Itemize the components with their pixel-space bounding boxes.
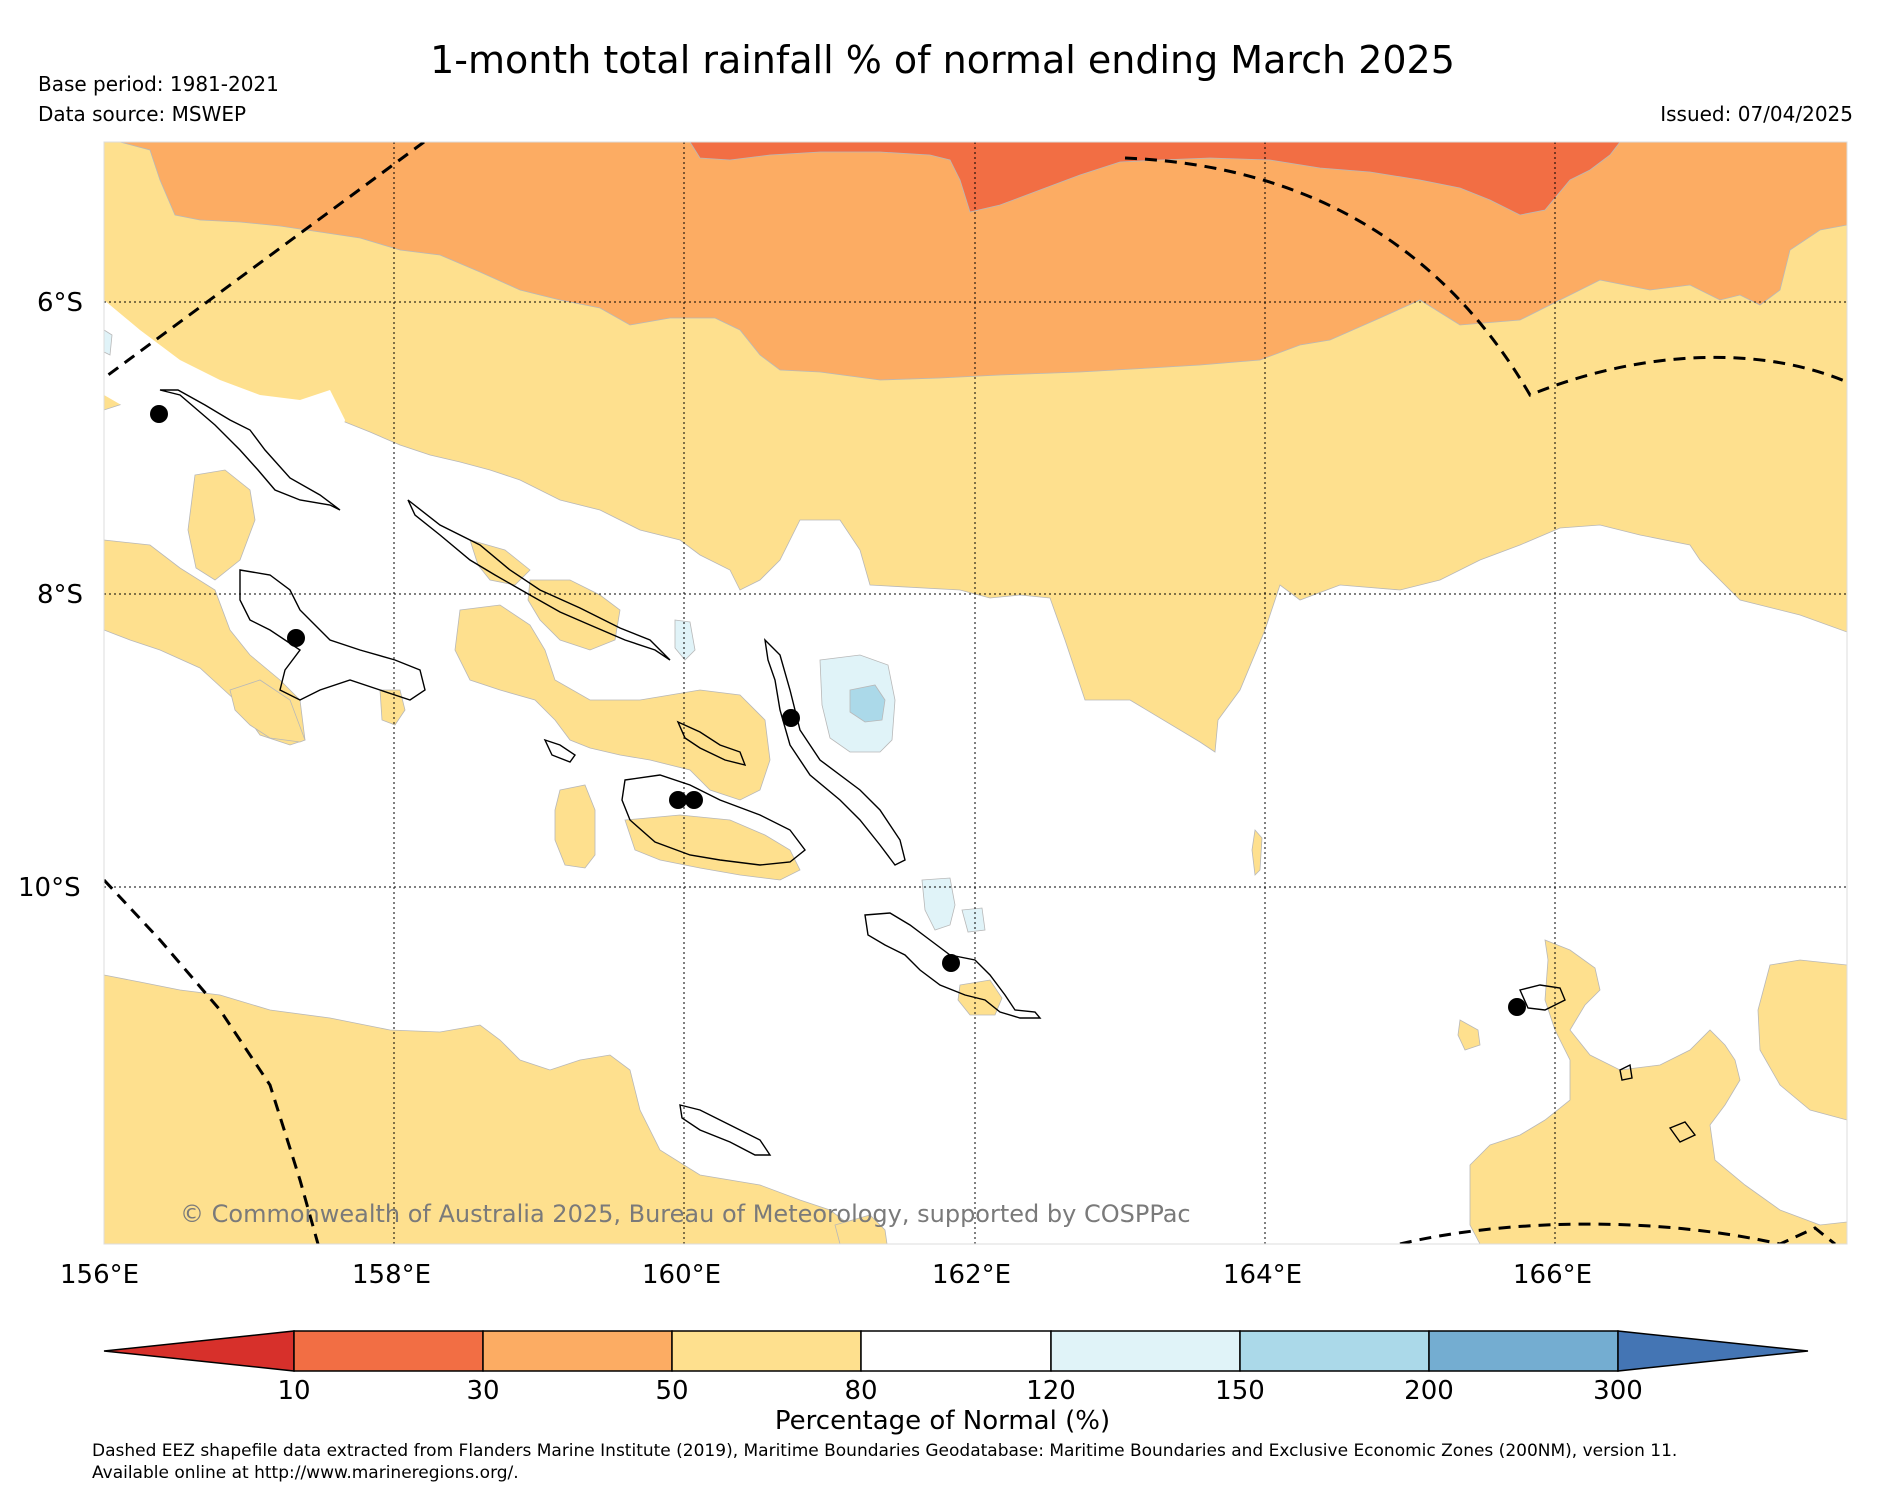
- longitude-label: 156°E: [60, 1260, 140, 1290]
- eez-boundary-line: [104, 142, 425, 380]
- longitude-label: 162°E: [932, 1260, 1012, 1290]
- colorbar-extend-low: [103, 1330, 295, 1372]
- longitude-label: 158°E: [352, 1260, 432, 1290]
- latitude-label: 8°S: [37, 580, 84, 610]
- footnote: Available online at http://www.marinereg…: [92, 1463, 519, 1483]
- below-normal-patch: [1251, 829, 1263, 876]
- colorbar-tick-label: 80: [844, 1376, 878, 1406]
- below-normal-patch: [379, 689, 406, 726]
- coastline-makira: [864, 912, 1042, 1019]
- coastline-florida-islands: [676, 720, 747, 767]
- colorbar-bin: [1428, 1330, 1619, 1372]
- colorbar-bin: [671, 1330, 862, 1372]
- above-normal-patch: [104, 329, 113, 356]
- station-marker: [150, 405, 168, 423]
- coastline-nendo: [1519, 984, 1566, 1011]
- well-below-normal-region-north: [119, 142, 1847, 381]
- above-normal-patch: [921, 877, 956, 931]
- latitude-label: 6°S: [37, 288, 84, 318]
- latitude-label: 10°S: [18, 873, 81, 903]
- below-normal-region-south: [104, 974, 871, 1244]
- colorbar-bin: [1050, 1330, 1241, 1372]
- issued-date-label: Issued: 07/04/2025: [1660, 102, 1853, 126]
- colorbar-tick-label: 150: [1215, 1376, 1265, 1406]
- well-above-normal-patch: [849, 684, 886, 723]
- eez-boundary-line: [1399, 1222, 1836, 1244]
- eez-boundaries: [104, 142, 1847, 1244]
- below-normal-patch: [624, 814, 801, 881]
- colorbar-tick-label: 50: [655, 1376, 689, 1406]
- data-source-label: Data source: MSWEP: [38, 102, 247, 126]
- chart-title: 1-month total rainfall % of normal endin…: [430, 38, 1455, 82]
- map-frame: [103, 141, 1848, 1245]
- below-normal-patch: [554, 784, 596, 869]
- station-marker: [685, 791, 703, 809]
- colorbar-bin: [482, 1330, 673, 1372]
- coastlines: [159, 389, 1697, 1156]
- copyright-notice: © Commonwealth of Australia 2025, Bureau…: [180, 1200, 1191, 1228]
- colorbar-extend-high: [1617, 1330, 1809, 1372]
- colorbar-tick-label: 10: [277, 1376, 311, 1406]
- coastline-choiseul: [407, 499, 671, 661]
- colorbar: [103, 1330, 1809, 1372]
- above-normal-patch: [674, 619, 696, 661]
- colorbar-tick-label: 200: [1404, 1376, 1454, 1406]
- station-marker: [669, 791, 687, 809]
- below-normal-patch: [1757, 959, 1847, 1121]
- map-field: [104, 142, 1847, 1244]
- longitude-label: 164°E: [1223, 1260, 1303, 1290]
- coastline-malaita: [763, 638, 906, 866]
- eez-boundary-line: [1124, 156, 1847, 397]
- coastline-new-georgia: [239, 569, 426, 701]
- below-normal-patch: [187, 469, 256, 581]
- longitude-label: 166°E: [1513, 1260, 1593, 1290]
- below-normal-region-southeast: [1469, 939, 1847, 1244]
- colorbar-bin: [1239, 1330, 1430, 1372]
- station-marker: [287, 629, 305, 647]
- footnote: Dashed EEZ shapefile data extracted from…: [92, 1441, 1678, 1461]
- eez-boundary-line: [104, 878, 320, 1244]
- below-normal-patch: [957, 979, 1003, 1016]
- below-normal-patch: [1457, 1019, 1481, 1051]
- coastline-guadalcanal: [621, 774, 806, 866]
- colorbar-bin: [860, 1330, 1052, 1372]
- below-normal-patch: [454, 604, 771, 801]
- station-marker: [782, 709, 800, 727]
- station-marker: [942, 954, 960, 972]
- coastline-russell-islands: [543, 738, 576, 763]
- colorbar-bin: [293, 1330, 484, 1372]
- coastline-rennell: [679, 1104, 772, 1156]
- colorbar-tick-label: 120: [1026, 1376, 1076, 1406]
- severely-below-normal-region: [689, 142, 1621, 216]
- longitude-label: 160°E: [642, 1260, 722, 1290]
- below-normal-patch: [229, 679, 306, 743]
- below-normal-patch: [834, 1214, 888, 1244]
- below-normal-patch: [527, 579, 621, 651]
- coastline-island: [1619, 1063, 1633, 1081]
- coastline-bougainville: [159, 389, 341, 511]
- base-period-label: Base period: 1981-2021: [38, 72, 279, 96]
- station-markers: [150, 405, 1526, 1016]
- colorbar-tick-label: 300: [1593, 1376, 1643, 1406]
- coastline-island: [1668, 1121, 1697, 1143]
- colorbar-tick-label: 30: [466, 1376, 500, 1406]
- station-marker: [1508, 998, 1526, 1016]
- colorbar-title: Percentage of Normal (%): [774, 1406, 1111, 1436]
- graticule: [104, 142, 1847, 1244]
